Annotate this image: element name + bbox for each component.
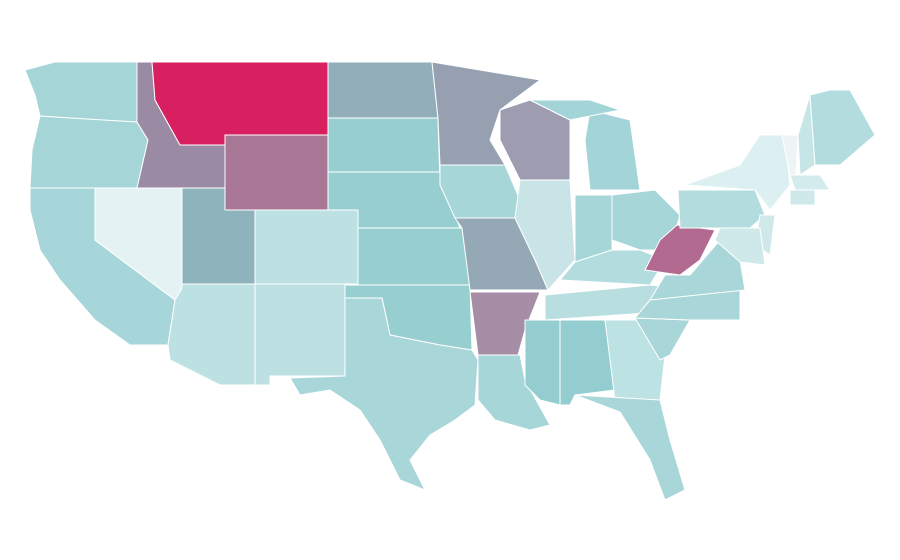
state <box>574 394 686 501</box>
state <box>254 209 359 285</box>
state <box>167 283 256 386</box>
state <box>289 297 479 491</box>
state <box>151 61 329 146</box>
state <box>644 224 716 276</box>
state <box>677 189 766 229</box>
state <box>789 174 831 191</box>
state <box>224 134 329 211</box>
state <box>584 109 641 191</box>
state <box>357 227 471 286</box>
state <box>529 99 621 121</box>
state <box>431 61 541 166</box>
state <box>477 354 551 431</box>
state <box>469 291 541 356</box>
states <box>24 61 876 501</box>
state <box>514 179 576 291</box>
state <box>439 164 521 219</box>
state <box>24 61 138 123</box>
state <box>809 89 876 166</box>
state <box>29 115 149 189</box>
state <box>789 189 816 206</box>
state <box>714 227 766 266</box>
state <box>327 61 439 119</box>
state <box>524 319 561 406</box>
state <box>254 283 346 386</box>
